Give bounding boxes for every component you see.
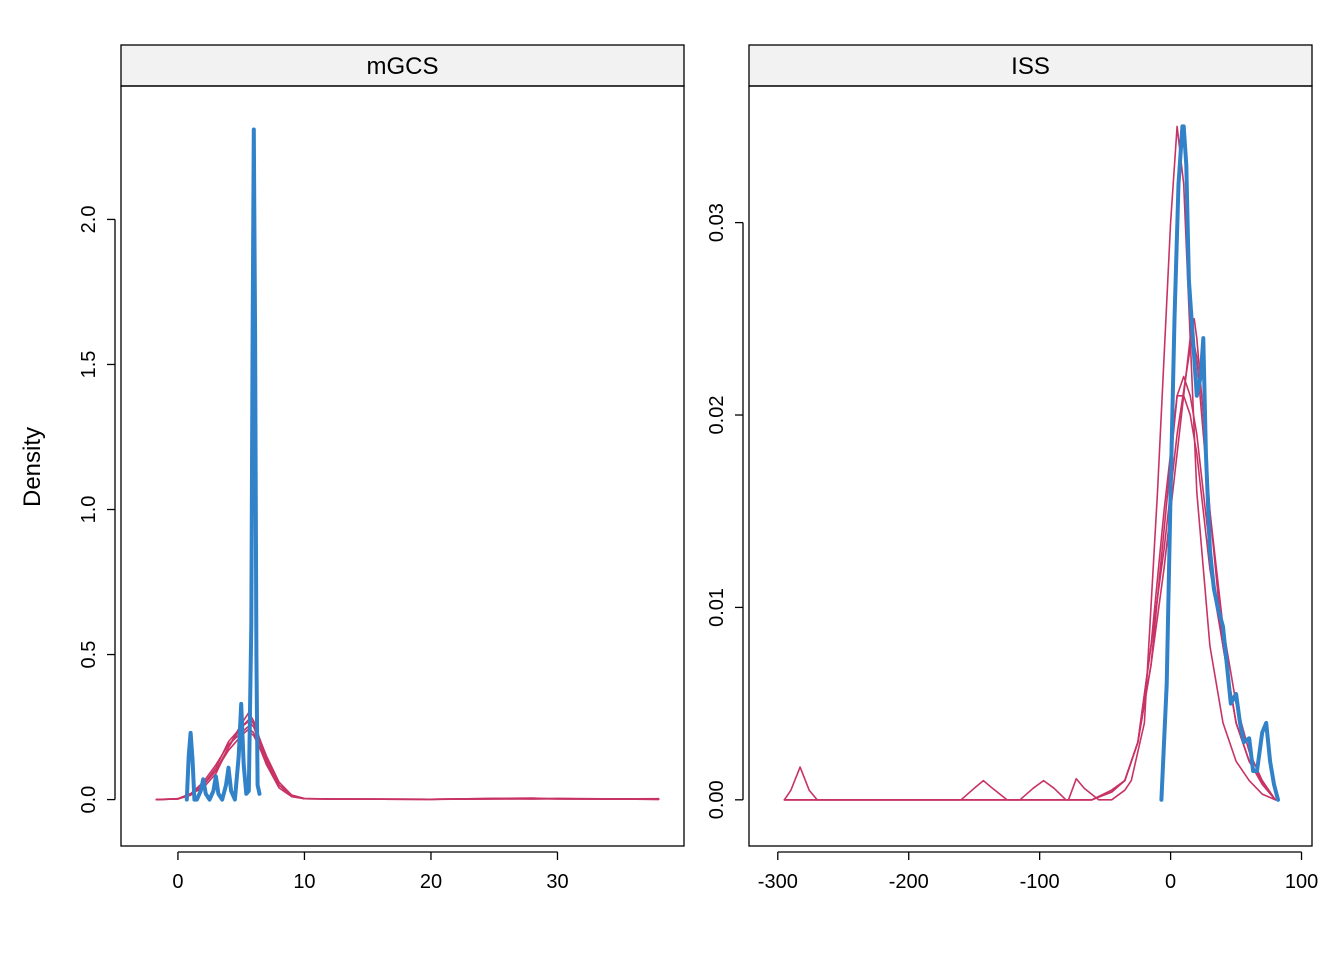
panel-iss-title: ISS xyxy=(1011,53,1050,80)
y-tick-label: 0.02 xyxy=(706,396,728,435)
x-tick-label: -300 xyxy=(758,871,798,893)
panel-iss-plot-area: -300 -200 -100 0 100 0.00 0.01 0.02 0.03 xyxy=(706,124,1318,893)
panel-mgcs-plot-area: 0 10 20 30 0.0 0.5 1.0 1.5 2.0 xyxy=(78,127,660,893)
x-tick-label: 30 xyxy=(546,871,568,893)
y-tick-label: 0.00 xyxy=(706,780,728,819)
y-tick-label: 1.5 xyxy=(78,351,100,379)
imputed-density-line xyxy=(783,394,1277,801)
panel-mgcs: mGCS 0 10 20 30 0.0 0.5 1.0 1.5 2.0 xyxy=(78,44,685,893)
observed-density-line xyxy=(184,127,262,802)
y-axis-label: Density xyxy=(19,427,46,507)
panel-mgcs-frame xyxy=(120,85,685,847)
imputed-density-line xyxy=(783,125,1277,801)
imputed-density-line xyxy=(783,375,1277,801)
x-tick-label: -100 xyxy=(1020,871,1060,893)
y-tick-label: 2.0 xyxy=(78,206,100,234)
panel-mgcs-strip xyxy=(120,44,685,87)
x-tick-label: -200 xyxy=(889,871,929,893)
x-tick-label: 10 xyxy=(293,871,315,893)
panel-mgcs-title: mGCS xyxy=(367,53,439,80)
x-tick-label: 0 xyxy=(1165,871,1176,893)
y-tick-label: 1.0 xyxy=(78,496,100,524)
y-tick-label: 0.5 xyxy=(78,641,100,669)
y-tick-label: 0.01 xyxy=(706,588,728,627)
y-tick-label: 0.0 xyxy=(78,786,100,814)
x-tick-label: 100 xyxy=(1285,871,1318,893)
imputed-density-line xyxy=(783,337,1277,801)
panel-iss: ISS -300 -200 -100 0 100 0.00 0.01 0.02 0.03 xyxy=(706,44,1318,893)
observed-density-line xyxy=(1159,124,1280,802)
y-tick-label: 0.03 xyxy=(706,203,728,242)
panel-iss-frame xyxy=(748,85,1313,847)
x-tick-label: 0 xyxy=(172,871,183,893)
x-tick-label: 20 xyxy=(420,871,442,893)
imputed-density-line xyxy=(783,317,1277,801)
